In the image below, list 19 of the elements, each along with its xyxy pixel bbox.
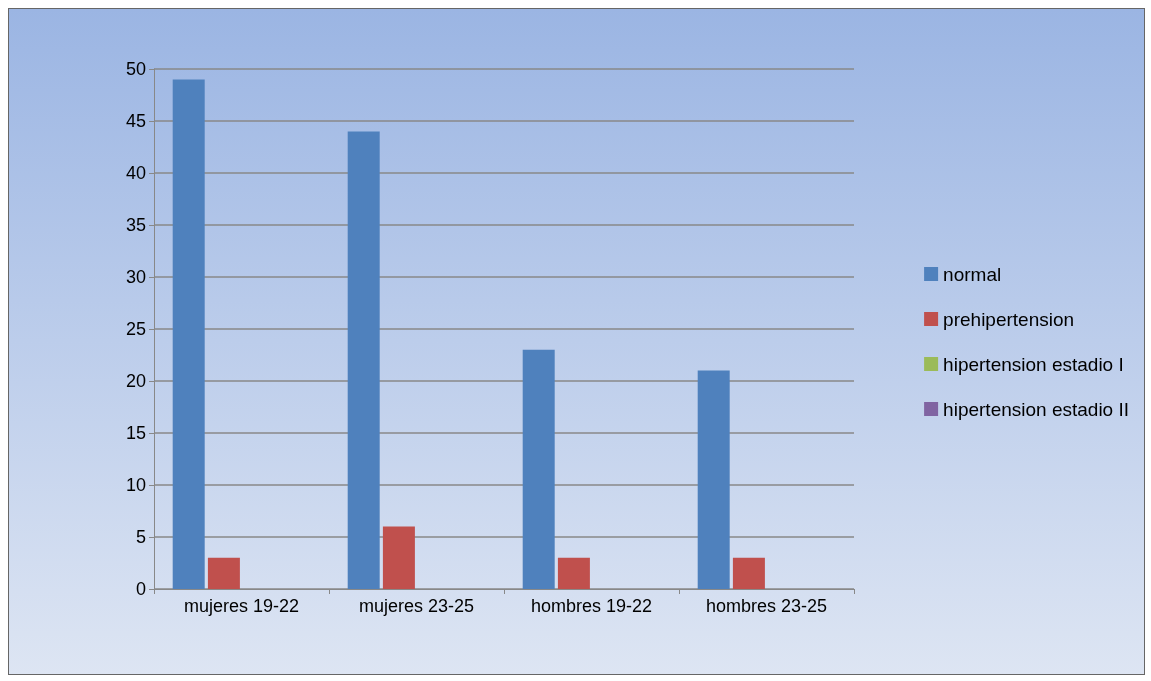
x-tick-label: hombres 23-25 xyxy=(705,596,828,616)
y-tick-label: 30 xyxy=(125,267,146,287)
y-tick-label: 5 xyxy=(135,527,146,547)
legend-label: hipertension estadio I xyxy=(943,353,1124,375)
x-tick-label: hombres 19-22 xyxy=(530,596,653,616)
y-tick-label: 45 xyxy=(125,111,146,131)
y-tick-label: 15 xyxy=(125,423,146,443)
y-tick-label: 40 xyxy=(125,163,146,183)
y-tick-label: 50 xyxy=(125,59,146,79)
legend-label: prehipertension xyxy=(943,308,1075,330)
y-tick-label: 20 xyxy=(125,371,146,391)
y-tick-label: 10 xyxy=(125,475,146,495)
y-tick-label: 0 xyxy=(135,579,146,599)
y-tick-label: 35 xyxy=(125,215,146,235)
x-tick-label: mujeres 19-22 xyxy=(183,596,300,616)
x-tick-label: mujeres 23-25 xyxy=(358,596,475,616)
legend-label: hipertension estadio II xyxy=(943,398,1130,420)
legend-label: normal xyxy=(943,263,1002,285)
y-tick-label: 25 xyxy=(125,319,146,339)
